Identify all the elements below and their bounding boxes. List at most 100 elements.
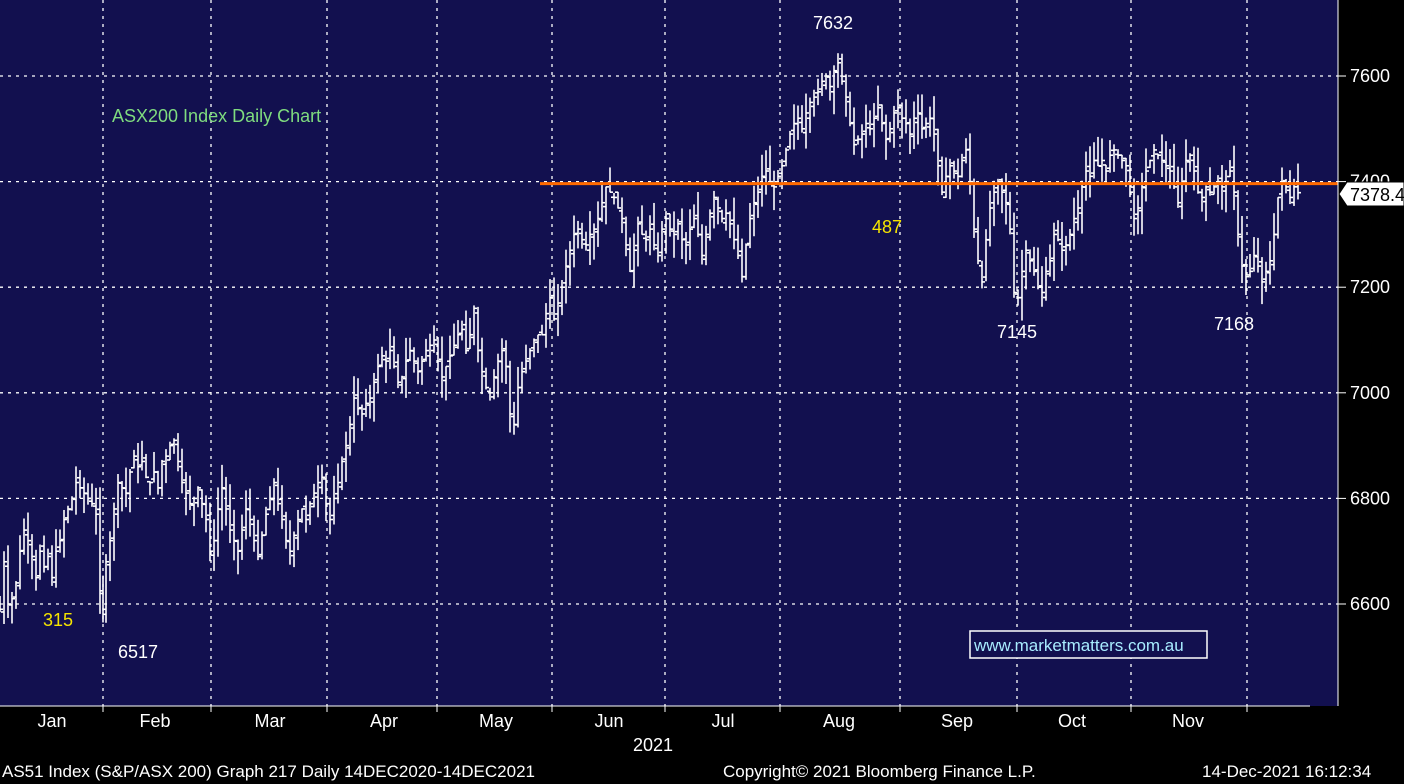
ohlc-bar [135,443,141,484]
ohlc-bar [29,534,35,580]
y-tick-label: 7600 [1350,66,1390,86]
ohlc-bar [1223,170,1229,213]
ohlc-bar [1255,237,1261,273]
ohlc-bar [239,514,245,560]
ohlc-bar [359,404,365,431]
ohlc-bar [687,209,693,261]
ohlc-bar [799,105,805,133]
ohlc-bar [639,205,645,236]
x-tick-label: Feb [139,711,170,731]
ohlc-bar [347,416,353,456]
ohlc-bar [559,280,565,316]
ohlc-bar [1279,167,1285,211]
ohlc-bar [371,372,377,422]
ohlc-bar [383,350,389,384]
ohlc-bar [979,260,985,289]
ohlc-bar [303,495,309,533]
ohlc-bar [147,480,153,496]
ohlc-bar [491,369,497,400]
ohlc-bar [631,233,637,288]
ohlc-bar [683,232,689,265]
ohlc-bar [1127,154,1133,198]
ohlc-bar [111,502,117,561]
ohlc-bar [951,160,957,179]
ohlc-bar [1231,145,1237,211]
ohlc-bar [1111,144,1117,172]
ohlc-bar [1035,247,1041,290]
ohlc-bar [131,449,137,469]
ohlc-bar [699,224,705,265]
ohlc-bar [975,216,981,265]
ohlc-bar [1275,196,1281,239]
ohlc-bar [887,121,893,143]
ohlc-bar [263,506,269,536]
ohlc-bar [767,145,773,183]
ohlc-bar [859,124,865,159]
ohlc-bar [191,496,197,527]
ohlc-bar [355,378,361,416]
ohlc-bar [1251,237,1257,272]
ohlc-bar [939,156,945,196]
ohlc-bar [667,213,673,237]
ohlc-bar [611,192,617,205]
ohlc-bar [1283,179,1289,194]
ohlc-bar [575,220,581,249]
y-axis: 660068007000720074007600 [1337,0,1390,706]
ohlc-bar [287,520,293,565]
ohlc-bar [847,91,853,127]
ohlc-bar [671,211,677,258]
ohlc-bar [783,147,789,167]
ohlc-bar [1167,149,1173,189]
ohlc-bar [1,551,7,625]
ohlc-bar [947,158,953,200]
ohlc-bar [1135,195,1141,235]
ohlc-bar [61,509,67,558]
ohlc-bar [451,323,457,356]
y-tick-label: 7200 [1350,277,1390,297]
ohlc-bar [411,347,417,373]
source-link-text[interactable]: www.marketmatters.com.au [973,636,1184,655]
ohlc-bar [227,484,233,544]
ohlc-bar [919,94,925,139]
ohlc-bar [907,118,913,155]
ohlc-bar [839,53,845,85]
ohlc-bar [931,96,937,152]
ohlc-bar [275,467,281,511]
ohlc-bar [283,511,289,549]
ohlc-bar [33,549,39,591]
x-tick-label: Jan [37,711,66,731]
ohlc-bar [555,284,561,337]
ohlc-bar [719,209,725,223]
ohlc-bar [499,338,505,383]
ohlc-bar [1187,153,1193,172]
ohlc-bar [827,70,833,101]
ohlc-bar [843,74,849,117]
ohlc-bar [543,303,549,348]
ohlc-bar [635,216,641,267]
ohlc-bar [619,197,625,234]
ohlc-bar [715,196,721,225]
ohlc-bar [439,336,445,398]
ohlc-bar [479,337,485,395]
ohlc-bar [387,328,393,370]
ohlc-bar [623,216,629,257]
ohlc-bar [307,501,313,525]
ohlc-bar [1131,178,1137,236]
ohlc-bar [691,204,697,229]
ohlc-bar [435,337,441,372]
ohlc-bar [1107,140,1113,173]
ohlc-bar [1031,246,1037,276]
grid-lines [0,0,1338,706]
ohlc-bar [327,498,333,535]
source-link[interactable]: www.marketmatters.com.au [969,630,1208,659]
ohlc-bar [703,225,709,266]
ohlc-bar [179,448,185,494]
ohlc-bar [1003,173,1009,225]
ohlc-bar [959,153,965,178]
footer-right: 14-Dec-2021 16:12:34 [1202,762,1371,781]
year-label: 2021 [633,735,673,755]
ohlc-bar [295,509,301,551]
ohlc-bar [219,464,225,531]
ohlc-bar [1267,241,1273,285]
